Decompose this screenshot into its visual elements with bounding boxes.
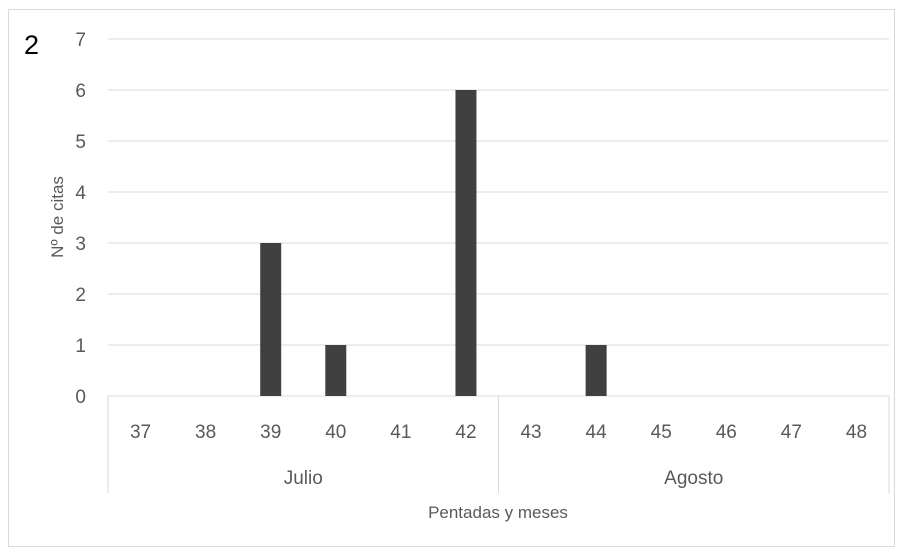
bar-40 xyxy=(325,345,347,396)
x-tick-label-46: 46 xyxy=(716,422,737,443)
chart-frame xyxy=(8,9,895,547)
y-tick-label-7: 7 xyxy=(75,30,86,51)
y-tick-label-2: 2 xyxy=(75,285,86,306)
group-label-0: Julio xyxy=(284,468,323,489)
group-label-1: Agosto xyxy=(664,468,723,489)
x-tick-label-43: 43 xyxy=(520,422,541,443)
bar-44 xyxy=(585,345,607,396)
y-tick-label-5: 5 xyxy=(75,132,86,153)
x-tick-label-48: 48 xyxy=(846,422,867,443)
x-axis: 37 38 39 40 41 42 43 44 45 46 47 48 Julio Agosto xyxy=(107,396,890,493)
y-tick-labels: 0 1 2 3 4 5 6 7 xyxy=(75,30,86,408)
x-tick-label-47: 47 xyxy=(781,422,802,443)
x-tick-label-42: 42 xyxy=(455,422,476,443)
x-tick-label-44: 44 xyxy=(586,422,608,443)
gridlines xyxy=(108,38,889,397)
y-tick-label-6: 6 xyxy=(75,81,86,102)
y-tick-label-1: 1 xyxy=(75,336,86,357)
x-tick-label-38: 38 xyxy=(195,422,216,443)
bars xyxy=(260,90,607,396)
y-tick-label-0: 0 xyxy=(75,387,86,408)
y-tick-label-4: 4 xyxy=(75,183,86,204)
panel-label: 2 xyxy=(24,30,40,60)
bar-39 xyxy=(260,243,282,396)
bar-42 xyxy=(455,90,477,396)
x-tick-label-39: 39 xyxy=(260,422,281,443)
x-tick-label-45: 45 xyxy=(651,422,672,443)
y-tick-label-3: 3 xyxy=(75,234,86,255)
x-tick-label-37: 37 xyxy=(130,422,151,443)
x-tick-label-40: 40 xyxy=(325,422,346,443)
y-axis-title: Nº de citas xyxy=(48,176,67,258)
x-axis-title: Pentadas y meses xyxy=(428,503,568,522)
x-tick-label-41: 41 xyxy=(390,422,411,443)
